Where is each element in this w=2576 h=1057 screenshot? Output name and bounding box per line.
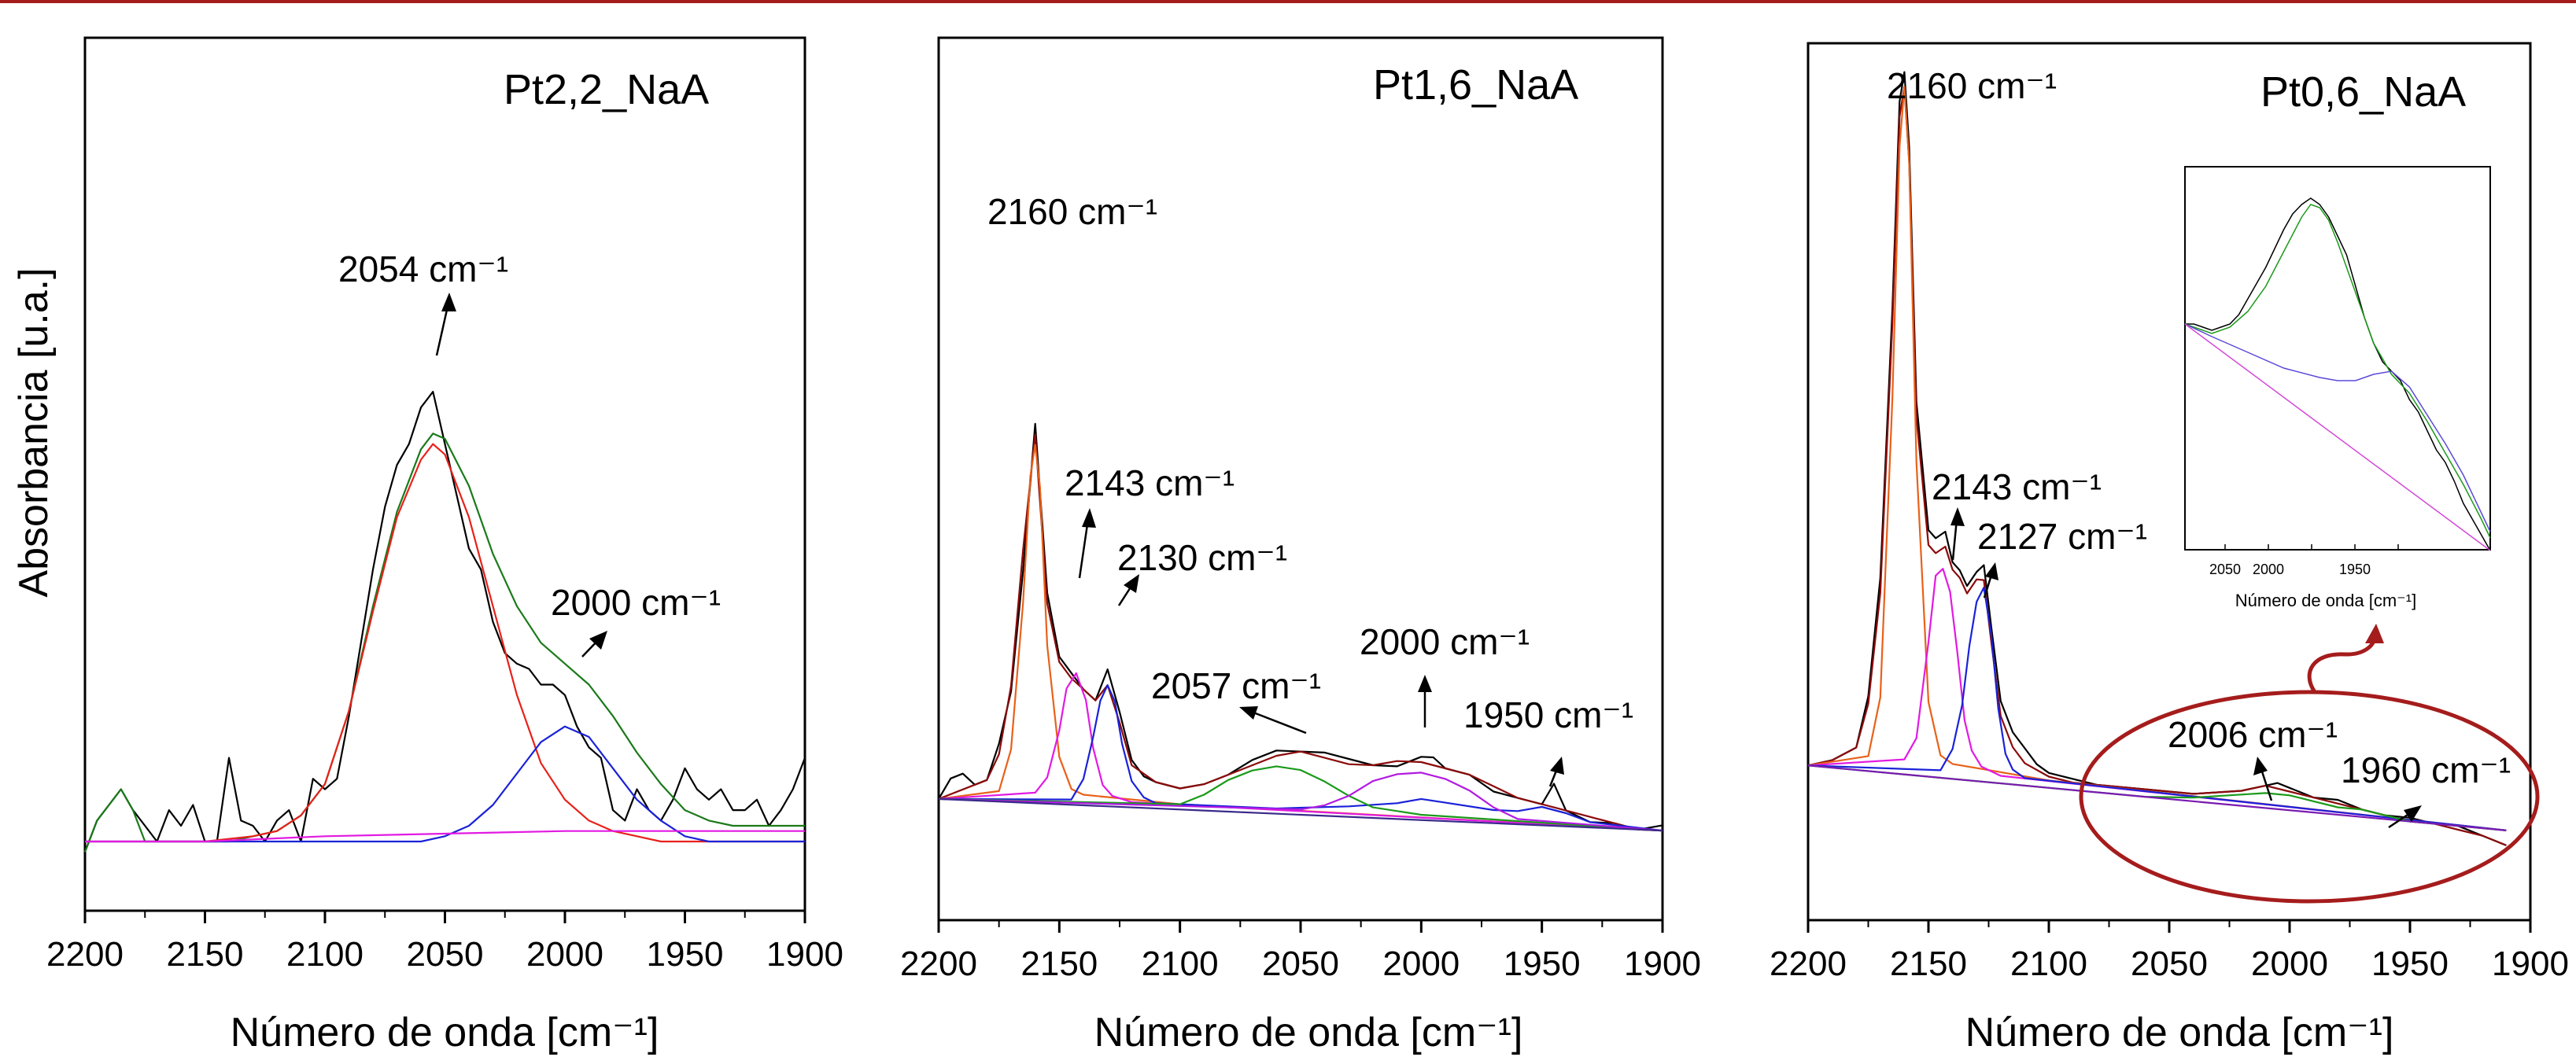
plot-frame <box>937 36 1664 922</box>
peak-label-1960: 1960 cm⁻¹ <box>2341 749 2511 790</box>
series-line-5 <box>1807 586 2507 831</box>
peak-label-2130: 2130 cm⁻¹ <box>1117 537 1287 578</box>
peak-label-2057: 2057 cm⁻¹ <box>1151 665 1321 706</box>
peak-arrows <box>1078 508 1564 787</box>
x-tick-label: 2150 <box>167 935 244 974</box>
inset-ticks: 2050 2000 1950 <box>2209 544 2399 577</box>
peak-arrows <box>435 293 607 657</box>
series-line-2 <box>938 433 1663 832</box>
inset-chart: 2050 2000 1950 Número de onda [cm⁻¹] <box>2184 166 2491 610</box>
x-tick-label: 2000 <box>2251 945 2328 983</box>
series-lines <box>938 422 1663 832</box>
x-ticks: 2200 2150 2100 2050 2000 1950 1900 <box>900 920 1701 983</box>
series-lines <box>83 391 806 853</box>
inset-tick-label: 2050 <box>2209 562 2241 577</box>
plot-frame <box>83 36 806 912</box>
y-axis-label: Absorbancia [u.a.] <box>11 267 57 597</box>
peak-label-1950: 1950 cm⁻¹ <box>1463 694 1633 735</box>
x-tick-label: 2000 <box>1382 945 1460 983</box>
chart-panel-3: 2200 2150 2100 2050 2000 1950 1900 Pt0,6_NaA N… <box>1770 42 2569 1055</box>
x-tick-label: 2200 <box>1770 945 1847 983</box>
x-ticks: 2200 2150 2100 2050 2000 1950 1900 <box>1770 920 2569 983</box>
x-tick-label: 2100 <box>2010 945 2087 983</box>
inset-tick-label: 1950 <box>2339 562 2371 577</box>
peak-label-2127: 2127 cm⁻¹ <box>1977 516 2147 557</box>
series-line-8 <box>938 797 1663 832</box>
x-axis-label: Número de onda [cm⁻¹] <box>231 1010 659 1055</box>
x-axis-label: Número de onda [cm⁻¹] <box>1965 1010 2394 1055</box>
inset-series-lines <box>2184 197 2491 551</box>
peak-label-2143: 2143 cm⁻¹ <box>1932 466 2102 507</box>
x-tick-label: 1900 <box>1624 945 1701 983</box>
x-tick-label: 2100 <box>1142 945 1219 983</box>
chart-title: Pt0,6_NaA <box>2260 68 2466 116</box>
x-tick-label: 1900 <box>2492 945 2569 983</box>
peak-label-2006: 2006 cm⁻¹ <box>2168 714 2338 755</box>
x-tick-label: 2050 <box>1262 945 1339 983</box>
peak-label-2054: 2054 cm⁻¹ <box>338 249 508 289</box>
peak-label-2000: 2000 cm⁻¹ <box>1360 621 1530 662</box>
series-line-1 <box>1807 71 2507 846</box>
series-line-7 <box>938 772 1663 832</box>
series-line-3 <box>1807 86 2507 831</box>
series-line-4 <box>1807 568 2507 831</box>
peak-label-2160: 2160 cm⁻¹ <box>1887 65 2057 106</box>
peak-label-2143: 2143 cm⁻¹ <box>1065 462 1234 503</box>
inset-series-line-4 <box>2184 323 2491 551</box>
x-tick-label: 1950 <box>1504 945 1581 983</box>
x-tick-label: 1950 <box>2371 945 2449 983</box>
top-accent-bar <box>0 0 2576 3</box>
chart-panel-2: 2200 2150 2100 2050 2000 1950 1900 Pt1,6_NaA N… <box>900 36 1701 1055</box>
inset-x-axis-label: Número de onda [cm⁻¹] <box>2235 591 2416 610</box>
chart-title: Pt2,2_NaA <box>504 66 709 113</box>
series-line-4 <box>938 672 1663 832</box>
peak-label-2000: 2000 cm⁻¹ <box>551 582 721 623</box>
x-tick-label: 2050 <box>407 935 484 974</box>
x-tick-label: 2150 <box>1890 945 1967 983</box>
series-line-3 <box>85 443 805 843</box>
peak-arrows <box>1950 507 2422 829</box>
zoom-arrow <box>2307 636 2377 694</box>
zoom-arrowhead <box>2365 624 2384 643</box>
x-tick-label: 2100 <box>286 935 364 974</box>
x-tick-label: 1900 <box>766 935 843 974</box>
inset-series-line-3 <box>2184 323 2491 532</box>
series-line-3 <box>938 444 1663 832</box>
x-axis-label: Número de onda [cm⁻¹] <box>1094 1010 1523 1055</box>
inset-series-line-1 <box>2185 197 2491 551</box>
x-ticks: 2200 2150 2100 2050 2000 1950 1900 <box>46 911 843 974</box>
inset-tick-label: 2000 <box>2253 562 2284 577</box>
series-line-7 <box>1807 764 2507 831</box>
series-line-6 <box>938 765 1663 832</box>
series-line-5 <box>85 830 805 843</box>
x-tick-label: 2050 <box>2131 945 2208 983</box>
inset-series-line-2 <box>2184 204 2491 539</box>
x-tick-label: 1950 <box>647 935 724 974</box>
x-tick-label: 2150 <box>1020 945 1098 983</box>
peak-label-2160: 2160 cm⁻¹ <box>987 191 1157 232</box>
inset-frame <box>2184 166 2491 551</box>
x-tick-label: 2200 <box>900 945 977 983</box>
chart-panel-1: 2200 2150 2100 2050 2000 1950 1900 Pt2,2_NaA N… <box>46 36 843 1055</box>
x-tick-label: 2000 <box>526 935 603 974</box>
x-tick-label: 2200 <box>46 935 124 974</box>
series-line-4 <box>85 725 805 843</box>
series-line-2 <box>1807 86 2507 846</box>
highlight-ellipse <box>2079 690 2540 904</box>
series-lines <box>1807 71 2507 846</box>
chart-title: Pt1,6_NaA <box>1373 61 1578 109</box>
